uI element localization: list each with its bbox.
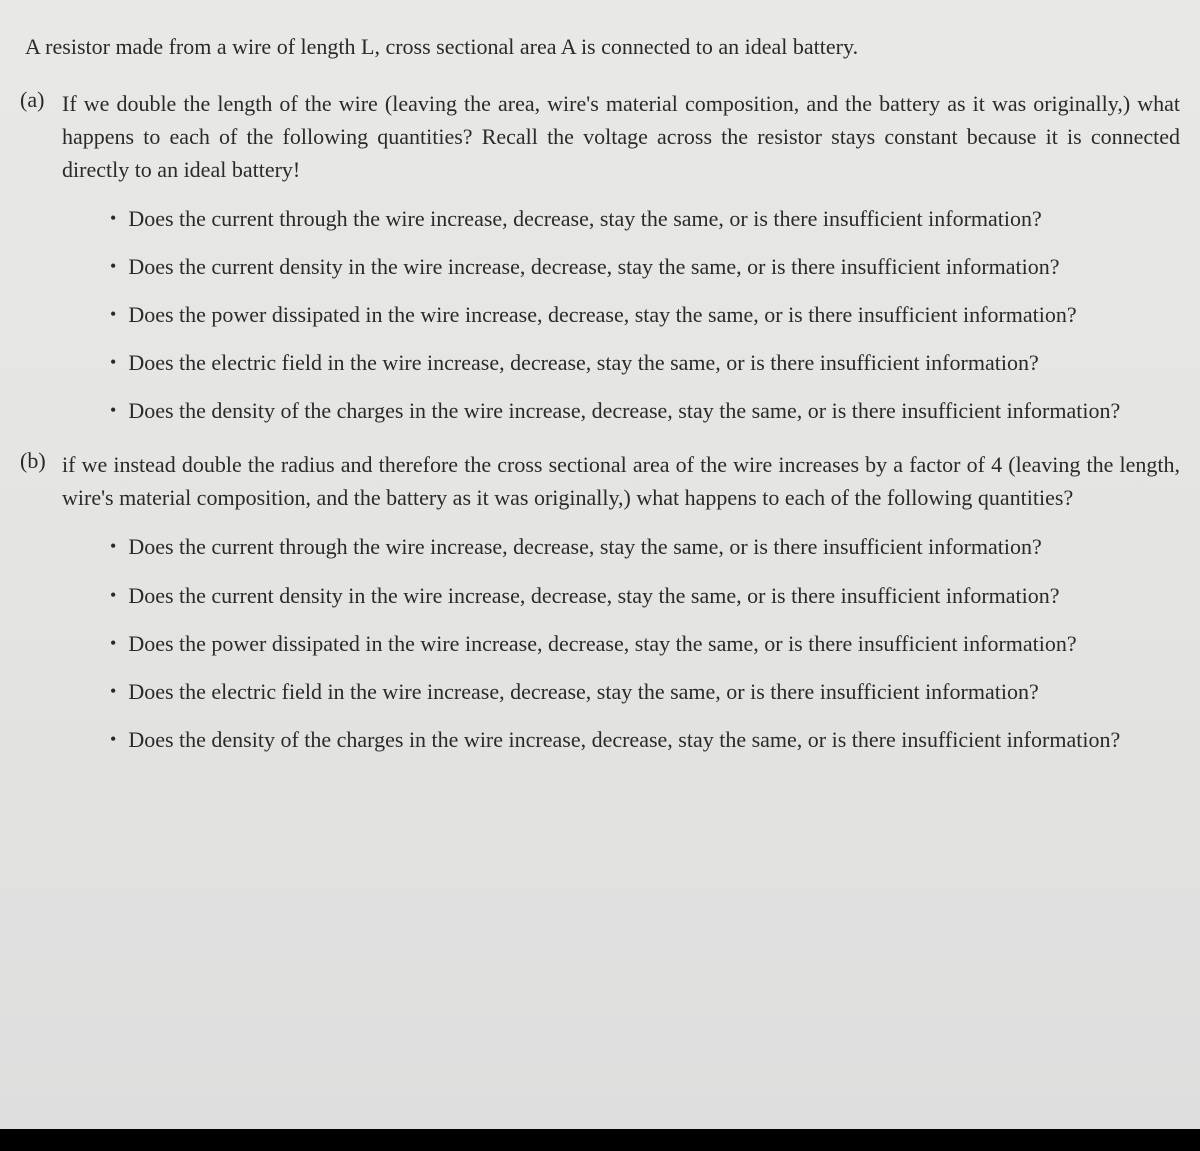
bullet-icon: • — [110, 729, 116, 750]
part-b-header: (b) if we instead double the radius and … — [20, 448, 1180, 514]
part-b-bullets: • Does the current through the wire incr… — [20, 530, 1180, 756]
bullet-text: Does the current through the wire increa… — [128, 202, 1170, 236]
part-a-bullets: • Does the current through the wire incr… — [20, 202, 1180, 428]
list-item: • Does the power dissipated in the wire … — [110, 627, 1170, 661]
list-item: • Does the electric field in the wire in… — [110, 346, 1170, 380]
bullet-icon: • — [110, 352, 116, 373]
bullet-text: Does the density of the charges in the w… — [128, 723, 1170, 757]
list-item: • Does the density of the charges in the… — [110, 394, 1170, 428]
problem-intro: A resistor made from a wire of length L,… — [20, 30, 1180, 63]
bullet-text: Does the current density in the wire inc… — [128, 250, 1170, 284]
bullet-icon: • — [110, 536, 116, 557]
bullet-icon: • — [110, 304, 116, 325]
list-item: • Does the power dissipated in the wire … — [110, 298, 1170, 332]
bullet-text: Does the electric field in the wire incr… — [128, 675, 1170, 709]
bullet-text: Does the electric field in the wire incr… — [128, 346, 1170, 380]
list-item: • Does the density of the charges in the… — [110, 723, 1170, 757]
bullet-icon: • — [110, 400, 116, 421]
bullet-icon: • — [110, 681, 116, 702]
bullet-icon: • — [110, 585, 116, 606]
list-item: • Does the current density in the wire i… — [110, 250, 1170, 284]
list-item: • Does the current density in the wire i… — [110, 579, 1170, 613]
bullet-icon: • — [110, 633, 116, 654]
list-item: • Does the current through the wire incr… — [110, 202, 1170, 236]
bullet-icon: • — [110, 256, 116, 277]
bullet-icon: • — [110, 208, 116, 229]
part-b-text: if we instead double the radius and ther… — [62, 448, 1180, 514]
bullet-text: Does the density of the charges in the w… — [128, 394, 1170, 428]
list-item: • Does the current through the wire incr… — [110, 530, 1170, 564]
part-a-label: (a) — [20, 87, 62, 113]
part-a-text: If we double the length of the wire (lea… — [62, 87, 1180, 186]
part-a-header: (a) If we double the length of the wire … — [20, 87, 1180, 186]
bullet-text: Does the current density in the wire inc… — [128, 579, 1170, 613]
part-a: (a) If we double the length of the wire … — [20, 87, 1180, 428]
bullet-text: Does the power dissipated in the wire in… — [128, 298, 1170, 332]
part-b: (b) if we instead double the radius and … — [20, 448, 1180, 756]
list-item: • Does the electric field in the wire in… — [110, 675, 1170, 709]
bottom-bar — [0, 1129, 1200, 1151]
bullet-text: Does the power dissipated in the wire in… — [128, 627, 1170, 661]
bullet-text: Does the current through the wire increa… — [128, 530, 1170, 564]
part-b-label: (b) — [20, 448, 62, 474]
